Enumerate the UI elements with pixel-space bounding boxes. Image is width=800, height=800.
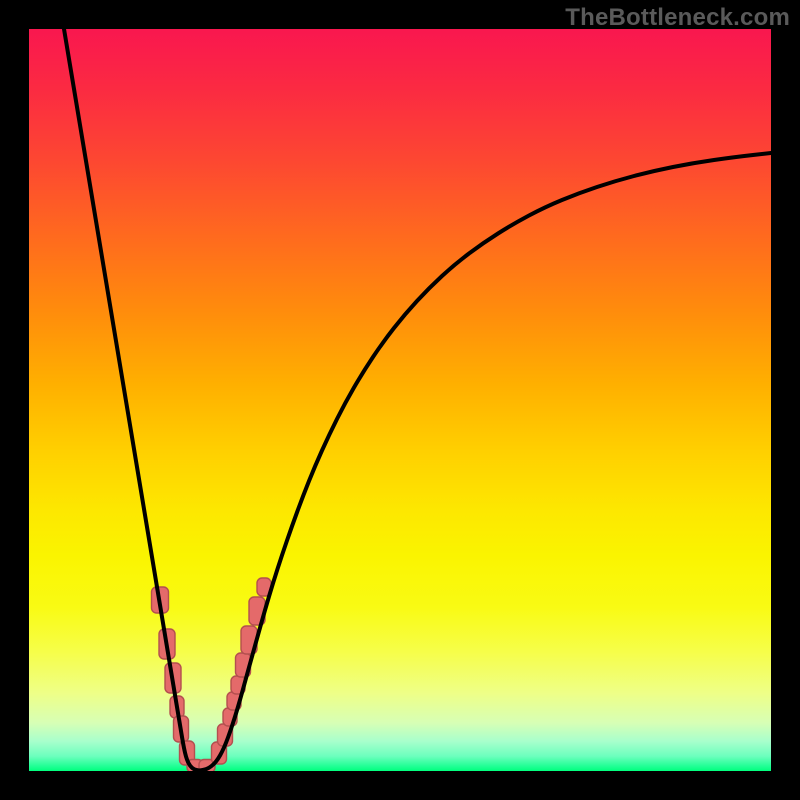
markers-layer: [152, 578, 272, 771]
chart-svg: [29, 29, 771, 771]
watermark-text: TheBottleneck.com: [565, 4, 790, 32]
chart-frame: TheBottleneck.com: [0, 0, 800, 800]
plot-area: [29, 29, 771, 771]
curve-right-branch: [199, 153, 771, 771]
curve-left-branch: [63, 29, 199, 771]
